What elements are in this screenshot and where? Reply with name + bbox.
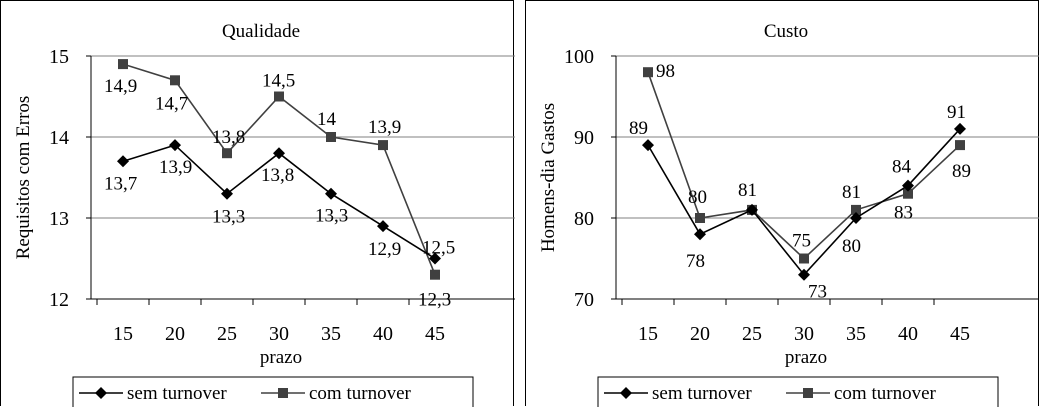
x-tick-label: 30 (794, 323, 814, 345)
x-tick-label: 45 (425, 323, 445, 345)
x-tick-label: 45 (950, 323, 970, 345)
data-label: 12,5 (422, 238, 455, 259)
data-label: 80 (688, 187, 707, 208)
data-point-diamond (642, 139, 654, 152)
data-point-square (170, 75, 180, 86)
data-point-square (903, 188, 913, 199)
y-tick-label: 80 (574, 208, 594, 230)
legend-marker-diamond (95, 387, 107, 399)
data-label: 84 (892, 157, 912, 178)
chart-title: Qualidade (222, 21, 300, 42)
legend-marker-square (803, 388, 813, 398)
data-label: 13,9 (368, 117, 401, 138)
data-point-square (955, 140, 965, 151)
y-tick-label: 13 (49, 208, 69, 230)
data-label: 73 (808, 282, 827, 303)
legend-label: com turnover (834, 383, 937, 404)
data-point-diamond (325, 187, 337, 200)
data-point-square (274, 91, 284, 102)
data-point-diamond (221, 187, 233, 200)
x-tick-label: 25 (742, 323, 762, 345)
x-tick-label: 40 (898, 323, 918, 345)
data-point-square (378, 140, 388, 151)
y-tick-label: 15 (49, 46, 69, 68)
data-label: 83 (894, 203, 913, 224)
data-label: 81 (738, 180, 757, 201)
x-tick-label: 20 (165, 323, 185, 345)
data-label: 80 (842, 236, 861, 257)
data-label: 14,9 (104, 76, 137, 97)
x-axis-title: prazo (260, 347, 302, 368)
legend-box (72, 376, 474, 407)
x-tick-label: 20 (690, 323, 710, 345)
chart-qualidade-svg: 12 13 14 15 15 20 25 30 35 40 45 Qualidade prazo Requ… (13, 21, 515, 407)
data-label: 75 (792, 231, 811, 252)
data-label: 13,8 (261, 165, 294, 186)
chart-custo-svg: 70 80 90 100 15 20 25 30 35 40 45 Custo prazo Homens-… (538, 21, 1039, 407)
data-point-diamond (746, 203, 758, 216)
data-point-diamond (273, 147, 285, 160)
data-point-diamond (902, 179, 914, 192)
data-point-square (643, 67, 653, 78)
x-axis-title: prazo (785, 347, 827, 368)
data-point-square (430, 269, 440, 280)
data-label: 14,7 (155, 93, 188, 114)
data-label: 14,5 (262, 71, 295, 92)
data-point-square (326, 132, 336, 142)
legend-label: sem turnover (127, 383, 227, 404)
x-tick-label: 30 (269, 323, 289, 345)
data-label: 91 (947, 102, 966, 123)
legend-box (597, 376, 999, 407)
data-label: 12,3 (418, 290, 451, 311)
chart-title: Custo (764, 21, 808, 42)
legend: sem turnover com turnover (72, 376, 474, 407)
data-label: 89 (629, 118, 648, 139)
data-label: 78 (686, 251, 705, 272)
legend-marker-diamond (620, 387, 632, 399)
y-tick-label: 100 (564, 46, 594, 68)
data-label: 89 (952, 161, 971, 182)
data-label: 13,9 (159, 157, 192, 178)
legend-label: sem turnover (652, 383, 752, 404)
data-point-diamond (429, 252, 441, 265)
legend: sem turnover com turnover (597, 376, 999, 407)
data-point-square (118, 59, 128, 70)
x-tick-label: 40 (373, 323, 393, 345)
x-tick-label: 15 (113, 323, 133, 345)
y-tick-label: 12 (49, 289, 69, 311)
data-label: 13,7 (104, 173, 137, 194)
data-point-square (222, 148, 232, 159)
data-point-diamond (694, 228, 706, 241)
chart-panel-qualidade: 12 13 14 15 15 20 25 30 35 40 45 Qualidade prazo Requ… (0, 0, 515, 407)
data-point-square (851, 204, 861, 215)
x-tick-label: 35 (846, 323, 866, 345)
data-point-diamond (169, 139, 181, 152)
data-point-square (695, 213, 705, 223)
x-tick-label: 35 (321, 323, 341, 345)
data-label: 98 (656, 61, 675, 82)
data-point-diamond (117, 155, 129, 168)
data-point-diamond (850, 212, 862, 224)
data-point-square (799, 253, 809, 264)
data-label: 14 (317, 109, 337, 130)
y-axis-title: Requisitos com Erros (13, 96, 34, 260)
data-label: 12,9 (368, 239, 401, 260)
y-tick-label: 90 (574, 127, 594, 149)
y-axis-title: Homens-dia Gastos (538, 103, 559, 252)
data-label: 13,3 (212, 207, 245, 228)
y-tick-label: 14 (49, 127, 69, 149)
data-point-diamond (798, 268, 810, 281)
legend-marker-square (278, 388, 288, 398)
data-label: 13,3 (315, 206, 348, 227)
data-point-diamond (377, 220, 389, 233)
chart-panel-custo: 70 80 90 100 15 20 25 30 35 40 45 Custo prazo Homens-… (525, 0, 1039, 407)
y-tick-label: 70 (574, 289, 594, 311)
data-point-diamond (954, 122, 966, 135)
legend-label: com turnover (309, 383, 412, 404)
data-label: 81 (842, 182, 861, 203)
x-tick-label: 15 (638, 323, 658, 345)
data-label: 13,8 (212, 127, 245, 148)
x-tick-label: 25 (217, 323, 237, 345)
